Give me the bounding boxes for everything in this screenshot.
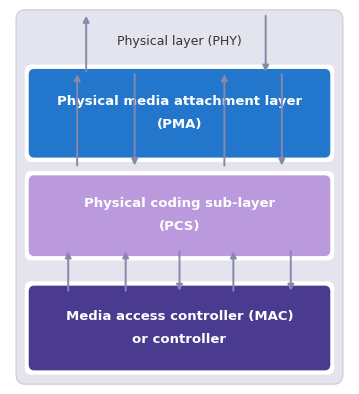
Text: or controller: or controller xyxy=(132,333,227,346)
FancyBboxPatch shape xyxy=(25,171,334,260)
FancyBboxPatch shape xyxy=(29,286,330,370)
FancyBboxPatch shape xyxy=(25,65,334,162)
Text: (PCS): (PCS) xyxy=(159,220,200,233)
Text: Media access controller (MAC): Media access controller (MAC) xyxy=(66,310,293,323)
Text: Physical coding sub-layer: Physical coding sub-layer xyxy=(84,197,275,210)
FancyBboxPatch shape xyxy=(16,10,343,384)
FancyBboxPatch shape xyxy=(29,69,330,158)
Text: Physical media attachment layer: Physical media attachment layer xyxy=(57,95,302,108)
FancyBboxPatch shape xyxy=(29,175,330,256)
Text: Physical layer (PHY): Physical layer (PHY) xyxy=(117,35,242,48)
Text: (PMA): (PMA) xyxy=(157,118,202,131)
FancyBboxPatch shape xyxy=(25,281,334,375)
